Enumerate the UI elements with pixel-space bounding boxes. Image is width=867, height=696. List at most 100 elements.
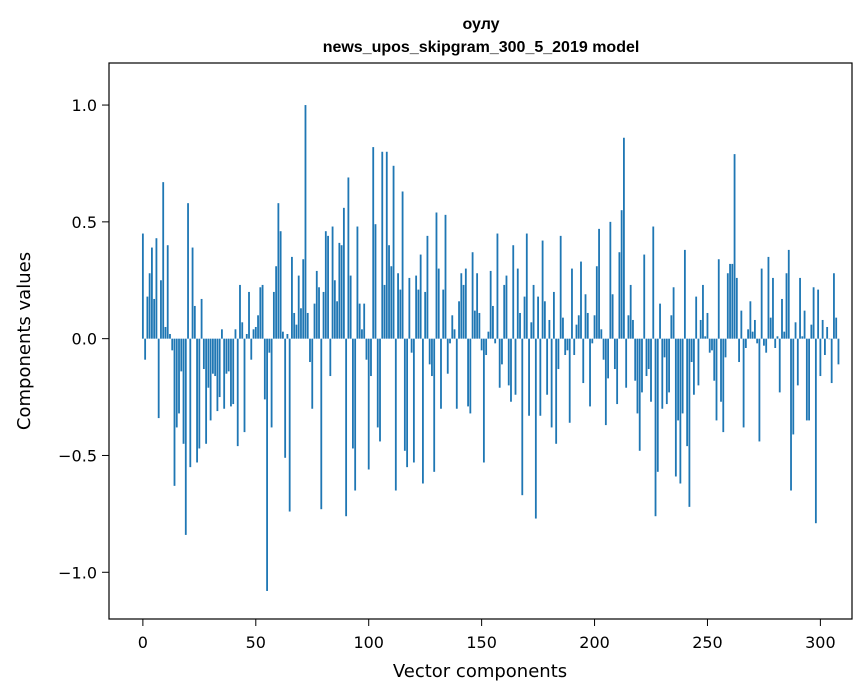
bar: [733, 154, 736, 339]
bar: [833, 273, 835, 339]
y-axis-label: Components values: [14, 252, 35, 430]
bar: [580, 261, 582, 339]
bar: [268, 338, 271, 353]
bar: [162, 182, 165, 339]
bar: [446, 338, 449, 374]
bar: [311, 338, 314, 409]
bar: [338, 242, 341, 339]
bar: [557, 338, 560, 370]
bar: [250, 338, 253, 360]
bar: [593, 315, 596, 339]
bar: [322, 291, 325, 339]
bar: [803, 310, 806, 339]
bar: [625, 338, 628, 388]
bar: [313, 303, 316, 339]
bar: [196, 338, 198, 463]
bar: [772, 277, 774, 339]
bar: [769, 317, 772, 339]
bar: [482, 338, 485, 463]
bar: [370, 338, 372, 377]
bar: [151, 247, 153, 339]
bar: [632, 319, 634, 339]
bar: [494, 338, 497, 344]
bar: [327, 235, 329, 339]
bar: [546, 338, 549, 395]
bar-series: [141, 105, 840, 591]
bar: [254, 326, 257, 339]
bar: [243, 338, 246, 433]
bar: [182, 338, 185, 444]
bar: [751, 331, 754, 339]
bar: [187, 203, 189, 339]
bar: [178, 338, 180, 414]
bar: [756, 338, 759, 344]
bar: [406, 338, 409, 468]
bar: [616, 338, 619, 405]
bar: [683, 249, 686, 339]
bar: [720, 338, 722, 402]
bar: [431, 338, 433, 377]
bar: [636, 338, 639, 414]
bar: [604, 338, 607, 426]
bar: [787, 249, 790, 339]
bar: [164, 326, 167, 339]
bar: [744, 338, 747, 348]
bar: [275, 266, 278, 339]
bar: [424, 291, 427, 339]
bar: [184, 338, 187, 535]
bar: [173, 338, 176, 486]
bar: [613, 338, 616, 370]
x-tick-label: 50: [246, 633, 266, 652]
bar: [654, 338, 657, 517]
bar: [379, 338, 381, 442]
bar: [525, 233, 528, 339]
bar: [534, 338, 537, 519]
bar: [200, 298, 203, 339]
bar: [383, 284, 386, 339]
bar: [706, 312, 709, 339]
bar: [261, 284, 264, 339]
bar: [586, 312, 589, 339]
bar: [747, 329, 750, 339]
bar: [821, 319, 824, 339]
bar: [478, 312, 481, 339]
y-tick-label: 0.0: [72, 330, 97, 349]
bar: [699, 319, 702, 339]
bar: [765, 338, 768, 353]
bar: [288, 338, 291, 512]
bar: [726, 273, 729, 339]
bar: [394, 338, 397, 491]
y-tick-label: −0.5: [58, 446, 97, 465]
bar: [735, 277, 738, 339]
bar: [209, 338, 212, 421]
chart-title: оулу: [462, 16, 499, 33]
bar: [713, 338, 716, 381]
bar: [239, 284, 241, 339]
bar: [372, 147, 375, 339]
bar: [503, 284, 506, 339]
bar: [695, 296, 698, 339]
bar: [573, 338, 576, 356]
bar: [611, 294, 614, 339]
bar: [419, 254, 422, 339]
bar: [814, 338, 817, 524]
bar: [512, 245, 515, 339]
bar: [729, 263, 731, 339]
bar: [232, 338, 235, 405]
bar: [638, 338, 641, 451]
bar: [449, 338, 451, 344]
bar: [693, 338, 695, 395]
x-tick-label: 300: [805, 633, 836, 652]
bar: [602, 338, 605, 360]
bar: [828, 338, 831, 340]
bar: [148, 273, 151, 339]
bar: [347, 177, 350, 339]
bar: [211, 338, 214, 374]
bar: [329, 338, 332, 377]
bar: [753, 319, 756, 339]
x-tick-label: 150: [466, 633, 497, 652]
bar: [776, 336, 779, 339]
bar: [717, 259, 720, 339]
bar: [672, 287, 675, 339]
